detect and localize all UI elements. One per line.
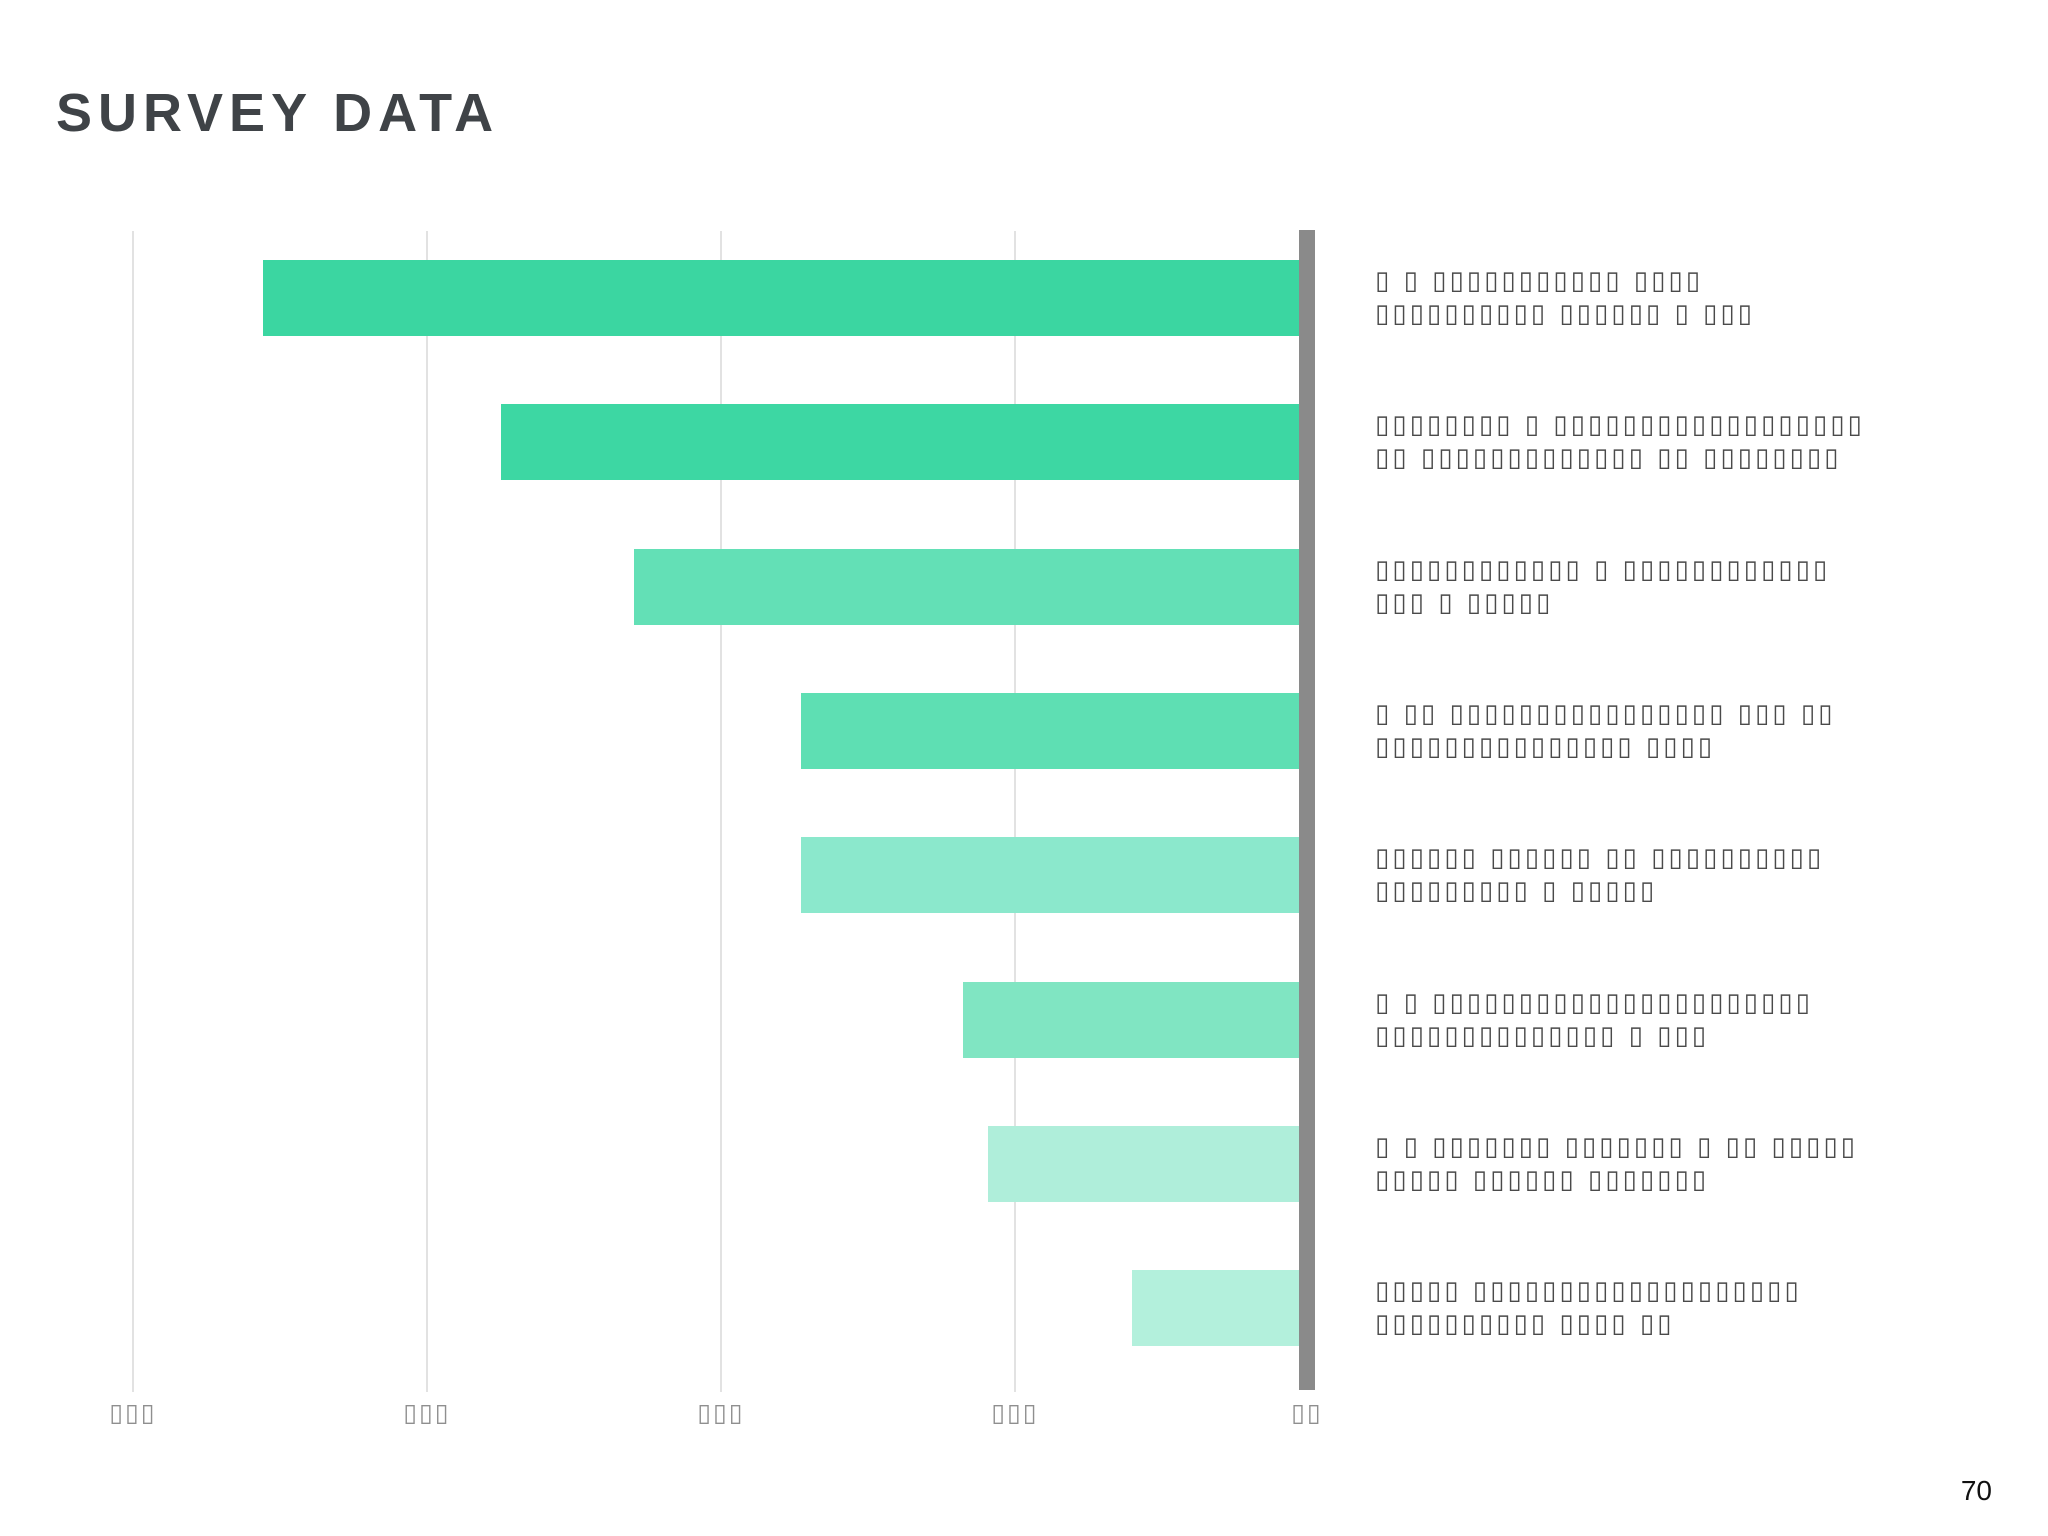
bar [801,837,1299,914]
bar-label-line1: ▯ ▯ ▯▯▯▯▯▯▯▯▯▯▯▯▯▯▯▯▯▯▯▯▯▯ [1375,987,1813,1018]
bar-label: ▯ ▯▯ ▯▯▯▯▯▯▯▯▯▯▯▯▯▯▯▯ ▯▯▯ ▯▯ ▯▯▯▯▯▯▯▯▯▯▯▯… [1375,698,1835,764]
bar-label: ▯ ▯ ▯▯▯▯▯▯▯▯▯▯▯▯▯▯▯▯▯▯▯▯▯▯ ▯▯▯▯▯▯▯▯▯▯▯▯▯▯… [1375,987,1813,1053]
bar [988,1125,1299,1202]
bar-labels: ▯ ▯ ▯▯▯▯▯▯▯▯▯▯▯ ▯▯▯▯ ▯▯▯▯▯▯▯▯▯▯ ▯▯▯▯▯▯ ▯ … [1375,0,1975,1536]
bar [634,548,1299,625]
bar-label-line1: ▯ ▯▯ ▯▯▯▯▯▯▯▯▯▯▯▯▯▯▯▯ ▯▯▯ ▯▯ [1375,698,1836,729]
bar-label: ▯▯▯▯▯▯▯▯▯▯▯▯ ▯ ▯▯▯▯▯▯▯▯▯▯▯▯ ▯▯▯ ▯ ▯▯▯▯▯ [1375,554,1830,620]
bar-label-line2: ▯▯▯▯▯▯▯▯▯▯▯▯▯▯▯ ▯▯▯▯ [1375,731,1716,762]
bar-label-line1: ▯ ▯ ▯▯▯▯▯▯▯▯▯▯▯ ▯▯▯▯ [1375,266,1704,296]
bar [1131,1270,1299,1347]
x-tick-label: ▯▯▯ [109,1398,157,1427]
x-tick-label: ▯▯▯ [697,1398,745,1427]
bar-label-line2: ▯▯ ▯▯▯▯▯▯▯▯▯▯▯▯▯ ▯▯ ▯▯▯▯▯▯▯▯ [1375,443,1842,474]
page-title: SURVEY DATA [56,83,500,143]
x-tick-label: ▯▯▯ [403,1398,451,1427]
bar-label-line2: ▯▯▯▯▯▯▯▯▯ ▯ ▯▯▯▯▯ [1375,876,1658,907]
bar-label-line2: ▯▯▯▯▯▯▯▯▯▯ ▯▯▯▯ ▯▯ [1375,1309,1675,1340]
bar-label-line2: ▯▯▯▯▯▯▯▯▯▯▯▯▯▯ ▯ ▯▯▯ [1375,1020,1710,1051]
bar-label-line2: ▯▯▯▯▯▯▯▯▯▯ ▯▯▯▯▯▯ ▯ ▯▯▯ [1375,299,1755,329]
gridline [132,231,134,1392]
bar [801,692,1299,769]
bar [262,260,1299,336]
bars-area [131,232,1299,1392]
gridline [426,231,428,1392]
bar-label-line2: ▯▯▯ ▯ ▯▯▯▯▯ [1375,587,1554,618]
bar-label: ▯▯▯▯▯▯ ▯▯▯▯▯▯ ▯▯ ▯▯▯▯▯▯▯▯▯▯ ▯▯▯▯▯▯▯▯▯ ▯ ▯… [1375,842,1824,908]
bar-label: ▯▯▯▯▯▯▯▯ ▯ ▯▯▯▯▯▯▯▯▯▯▯▯▯▯▯▯▯▯ ▯▯ ▯▯▯▯▯▯▯▯… [1375,409,1865,475]
axis-line [1299,230,1315,1390]
bar-label-line1: ▯▯▯▯▯▯▯▯▯▯▯▯ ▯ ▯▯▯▯▯▯▯▯▯▯▯▯ [1375,554,1831,585]
bar-label-line2: ▯▯▯▯▯ ▯▯▯▯▯▯ ▯▯▯▯▯▯▯ [1375,1164,1710,1195]
gridline [720,231,722,1392]
page-number: 70 [1960,1475,1992,1506]
bar-label-line1: ▯ ▯ ▯▯▯▯▯▯▯ ▯▯▯▯▯▯▯ ▯ ▯▯ ▯▯▯▯▯ [1375,1131,1858,1162]
bar-label-line1: ▯▯▯▯▯ ▯▯▯▯▯▯▯▯▯▯▯▯▯▯▯▯▯▯▯ [1375,1276,1802,1307]
bar [501,404,1299,481]
bar-label: ▯ ▯ ▯▯▯▯▯▯▯▯▯▯▯ ▯▯▯▯ ▯▯▯▯▯▯▯▯▯▯ ▯▯▯▯▯▯ ▯ … [1375,265,1755,331]
bar-label: ▯▯▯▯▯ ▯▯▯▯▯▯▯▯▯▯▯▯▯▯▯▯▯▯▯ ▯▯▯▯▯▯▯▯▯▯ ▯▯▯▯… [1375,1275,1802,1341]
x-tick-label: ▯▯▯ [991,1398,1039,1427]
gridline [1014,231,1016,1392]
bar [962,981,1299,1058]
bar-label-line1: ▯▯▯▯▯▯▯▯ ▯ ▯▯▯▯▯▯▯▯▯▯▯▯▯▯▯▯▯▯ [1375,410,1865,441]
x-tick-label: ▯▯ [1291,1398,1323,1427]
bar-label: ▯ ▯ ▯▯▯▯▯▯▯ ▯▯▯▯▯▯▯ ▯ ▯▯ ▯▯▯▯▯ ▯▯▯▯▯ ▯▯▯▯… [1375,1131,1858,1197]
bar-label-line1: ▯▯▯▯▯▯ ▯▯▯▯▯▯ ▯▯ ▯▯▯▯▯▯▯▯▯▯ [1375,843,1825,874]
